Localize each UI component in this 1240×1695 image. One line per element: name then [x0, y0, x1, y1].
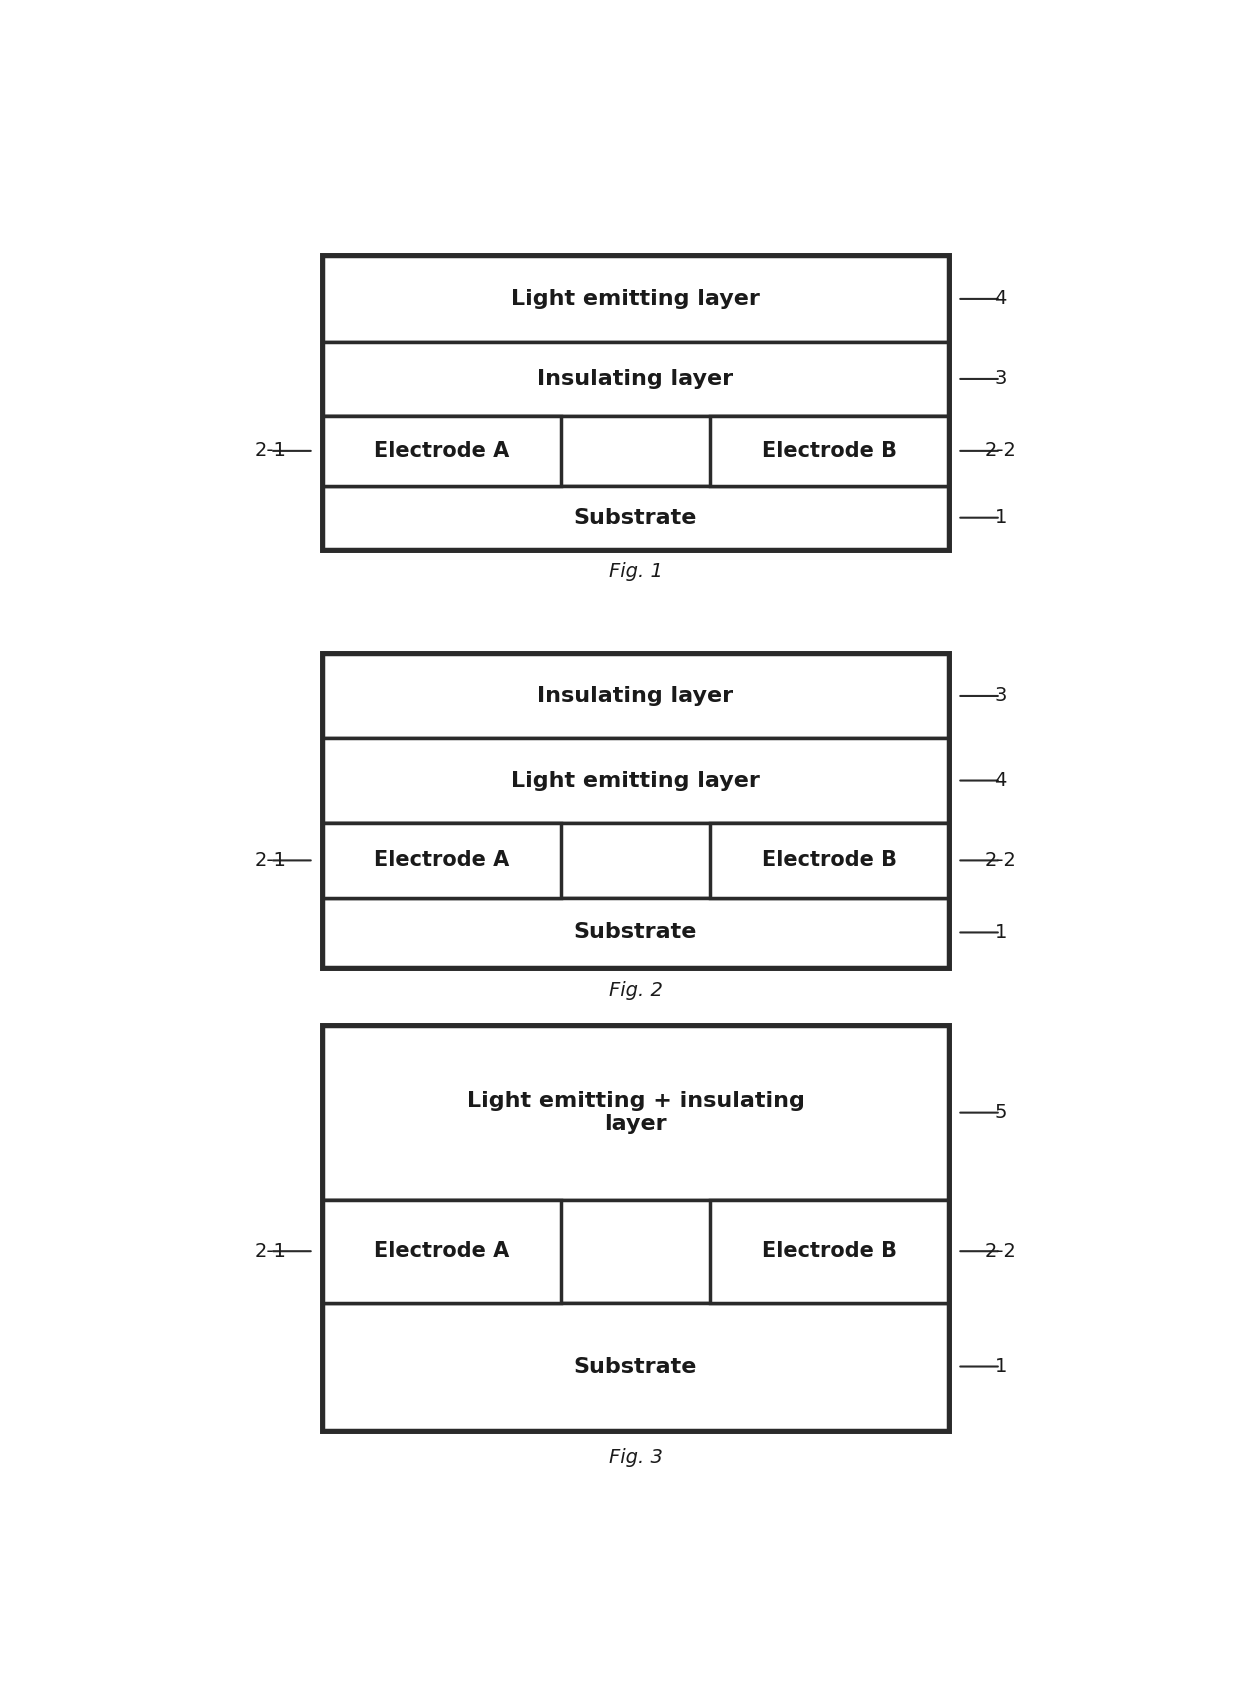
Bar: [711, 415, 947, 486]
Text: 1: 1: [994, 508, 1007, 527]
Bar: [324, 342, 947, 415]
Bar: [324, 822, 947, 898]
Text: 2-2: 2-2: [985, 1242, 1017, 1261]
Text: 1: 1: [994, 924, 1007, 942]
Text: 2-2: 2-2: [985, 441, 1017, 461]
Bar: [324, 898, 947, 966]
Bar: [324, 486, 947, 549]
Text: Electrode A: Electrode A: [374, 851, 510, 871]
Text: 3: 3: [994, 370, 1007, 388]
Text: Electrode B: Electrode B: [761, 441, 897, 461]
Text: 3: 3: [994, 686, 1007, 705]
Text: Substrate: Substrate: [574, 922, 697, 942]
Text: 2-2: 2-2: [985, 851, 1017, 870]
Bar: [324, 1303, 947, 1431]
Text: Fig. 1: Fig. 1: [609, 563, 662, 581]
Bar: [324, 739, 947, 822]
Bar: [324, 654, 947, 739]
Bar: [711, 1200, 947, 1303]
Bar: [324, 1025, 947, 1200]
Text: 1: 1: [994, 1358, 1007, 1376]
Text: Electrode B: Electrode B: [761, 1241, 897, 1261]
Text: Light emitting + insulating
layer: Light emitting + insulating layer: [466, 1092, 805, 1134]
Bar: [324, 1200, 560, 1303]
Text: Insulating layer: Insulating layer: [537, 370, 734, 388]
Text: Fig. 3: Fig. 3: [609, 1449, 662, 1468]
Text: Light emitting layer: Light emitting layer: [511, 771, 760, 790]
Text: Fig. 2: Fig. 2: [609, 981, 662, 1000]
Bar: [324, 415, 947, 486]
Text: Light emitting layer: Light emitting layer: [511, 288, 760, 308]
Text: 4: 4: [994, 771, 1007, 790]
Text: 4: 4: [994, 290, 1007, 308]
Text: Substrate: Substrate: [574, 1356, 697, 1376]
Text: 2-1: 2-1: [254, 1242, 286, 1261]
Text: 2-1: 2-1: [254, 441, 286, 461]
Bar: [324, 822, 560, 898]
Bar: [324, 256, 947, 342]
Text: 2-1: 2-1: [254, 851, 286, 870]
Text: Electrode A: Electrode A: [374, 441, 510, 461]
Text: Substrate: Substrate: [574, 508, 697, 527]
Bar: [324, 654, 947, 966]
Bar: [324, 415, 560, 486]
Text: Insulating layer: Insulating layer: [537, 686, 734, 705]
Text: 5: 5: [994, 1103, 1007, 1122]
Bar: [711, 822, 947, 898]
Bar: [324, 1025, 947, 1431]
Bar: [324, 1200, 947, 1303]
Text: Electrode B: Electrode B: [761, 851, 897, 871]
Text: Electrode A: Electrode A: [374, 1241, 510, 1261]
Bar: [324, 256, 947, 549]
